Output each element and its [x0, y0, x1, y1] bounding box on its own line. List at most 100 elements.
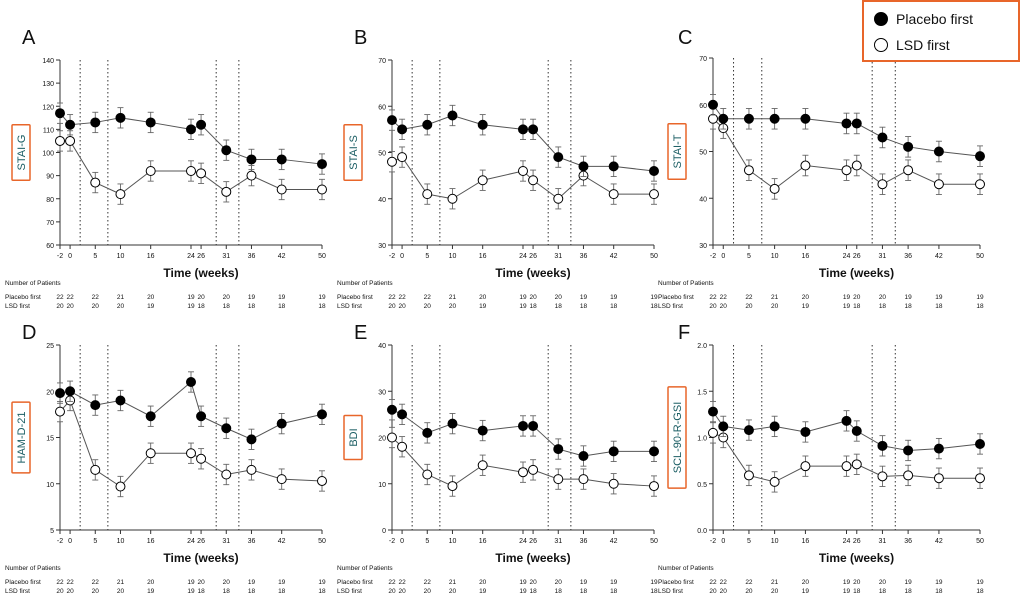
data-point-placebo-first	[317, 159, 327, 170]
data-point-placebo-first	[769, 113, 780, 124]
patients-count: 18	[853, 588, 861, 595]
patients-count: 19	[843, 303, 851, 310]
panel-label: A	[22, 27, 36, 49]
legend-item-placebo-first: Placebo first	[867, 8, 974, 30]
x-tick-label: 36	[248, 253, 256, 260]
x-tick-label: 0	[400, 538, 404, 545]
patients-count: 19	[610, 579, 618, 586]
data-point-placebo-first	[743, 425, 754, 436]
x-tick-label: 42	[610, 538, 618, 545]
patients-count: 20	[802, 579, 810, 586]
x-axis-label: Time (weeks)	[495, 551, 570, 565]
patients-count: 22	[709, 579, 717, 586]
chart-panel-f: F 0.0 0.5 1.0 1.5 2.0 -2 0 5 10 16 24 26 31 36 42 50 Time…	[658, 322, 985, 595]
patients-count: 22	[720, 294, 728, 301]
patients-row-label: LSD first	[5, 588, 30, 595]
data-point-lsd-first	[841, 165, 852, 176]
patients-row-label: Placebo first	[337, 579, 373, 586]
patients-count: 20	[66, 303, 74, 310]
data-point-placebo-first	[553, 152, 564, 163]
patients-count: 19	[187, 579, 195, 586]
panel-label: C	[678, 27, 692, 49]
x-tick-label: 31	[222, 253, 230, 260]
patients-count: 22	[66, 294, 74, 301]
patients-count: 19	[843, 588, 851, 595]
y-tick-label: 15	[46, 436, 54, 443]
y-axis-label: SCL-90-R-GSI	[672, 402, 684, 474]
data-point-lsd-first	[649, 189, 659, 200]
legend: Placebo first LSD first	[862, 0, 1020, 62]
data-point-lsd-first	[397, 152, 408, 163]
patients-count: 19	[650, 579, 658, 586]
data-point-placebo-first	[186, 124, 196, 135]
data-point-placebo-first	[649, 446, 659, 457]
x-tick-label: 50	[976, 253, 984, 260]
x-tick-label: 10	[117, 538, 125, 545]
patients-count: 18	[879, 588, 887, 595]
data-point-lsd-first	[708, 113, 718, 124]
x-tick-label: 36	[580, 253, 588, 260]
data-point-placebo-first	[518, 420, 528, 431]
data-point-lsd-first	[397, 441, 408, 452]
y-axis-label-box	[11, 401, 31, 474]
data-point-placebo-first	[246, 154, 257, 165]
data-point-placebo-first	[903, 141, 914, 152]
data-point-lsd-first	[578, 474, 589, 485]
patients-table-heading: Number of Patients	[337, 280, 393, 287]
data-point-placebo-first	[841, 118, 852, 129]
x-tick-label: -2	[710, 253, 716, 260]
patients-count: 19	[580, 579, 588, 586]
x-tick-label: 26	[853, 538, 861, 545]
patients-table-heading: Number of Patients	[658, 565, 714, 572]
patients-count: 20	[771, 588, 779, 595]
patients-count: 18	[529, 588, 537, 595]
data-point-placebo-first	[196, 411, 207, 422]
data-point-lsd-first	[975, 179, 985, 190]
y-axis-label: STAI-T	[672, 134, 684, 168]
patients-count: 19	[479, 588, 487, 595]
data-point-placebo-first	[841, 415, 852, 426]
legend-label: Placebo first	[896, 11, 974, 27]
patients-count: 18	[976, 588, 984, 595]
patients-count: 19	[802, 588, 810, 595]
x-tick-label: 16	[479, 253, 487, 260]
patients-count: 20	[771, 303, 779, 310]
x-tick-label: 10	[771, 538, 779, 545]
patients-count: 22	[745, 579, 753, 586]
data-point-placebo-first	[145, 411, 156, 422]
patients-count: 19	[904, 294, 912, 301]
x-tick-label: 5	[93, 253, 97, 260]
data-point-lsd-first	[903, 470, 914, 481]
y-tick-label: 130	[42, 81, 54, 88]
x-tick-label: 26	[197, 538, 205, 545]
patients-table-heading: Number of Patients	[337, 565, 393, 572]
x-tick-label: 26	[853, 253, 861, 260]
patients-count: 19	[519, 579, 527, 586]
patients-count: 20	[56, 303, 64, 310]
data-point-placebo-first	[90, 400, 101, 411]
y-tick-label: 50	[699, 150, 707, 157]
patients-count: 20	[449, 303, 457, 310]
patients-count: 19	[519, 303, 527, 310]
patients-count: 19	[650, 294, 658, 301]
data-point-lsd-first	[196, 453, 207, 464]
patients-count: 20	[709, 588, 717, 595]
x-tick-label: 42	[610, 253, 618, 260]
data-point-lsd-first	[877, 179, 888, 190]
patients-count: 20	[117, 303, 125, 310]
x-tick-label: 10	[117, 253, 125, 260]
x-tick-label: 50	[318, 253, 326, 260]
data-point-placebo-first	[145, 117, 156, 128]
x-tick-label: 50	[650, 253, 658, 260]
y-tick-label: 40	[378, 197, 386, 204]
data-point-lsd-first	[877, 471, 888, 482]
patients-count: 20	[388, 303, 396, 310]
patients-count: 19	[843, 294, 851, 301]
x-tick-label: 42	[278, 253, 286, 260]
y-tick-label: 40	[378, 343, 386, 350]
data-point-lsd-first	[317, 475, 327, 486]
x-tick-label: 5	[93, 538, 97, 545]
y-tick-label: 5	[50, 528, 54, 535]
x-tick-label: 50	[976, 538, 984, 545]
x-axis-label: Time (weeks)	[163, 266, 238, 280]
